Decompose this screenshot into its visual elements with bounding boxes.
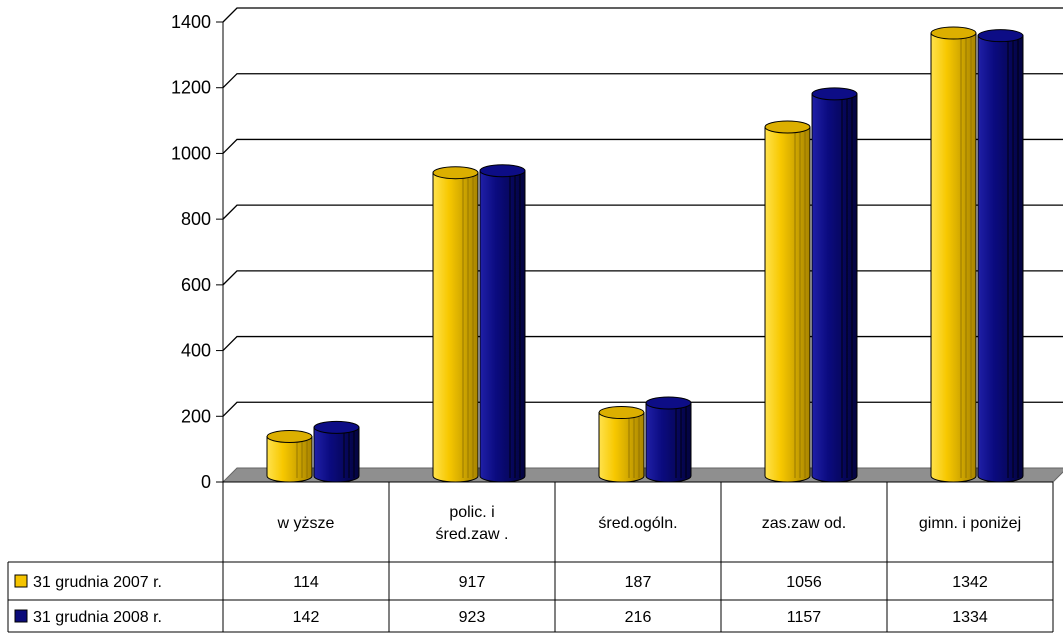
legend-swatch — [14, 609, 28, 623]
bar — [764, 120, 811, 483]
table-cell-value: 142 — [293, 609, 320, 626]
y-tick-label: 1200 — [171, 78, 211, 98]
bar — [811, 87, 858, 483]
x-category-label: zas.zaw od. — [762, 515, 846, 532]
bar — [930, 26, 977, 483]
y-tick-label: 800 — [181, 209, 211, 229]
x-category-label: polic. i — [449, 504, 494, 521]
bar — [479, 164, 526, 483]
y-tick-label: 1400 — [171, 12, 211, 32]
table-cell-value: 216 — [625, 609, 652, 626]
legend-label: 31 grudnia 2008 r. — [33, 609, 162, 626]
table-cell-value: 1056 — [786, 574, 822, 591]
y-tick-label: 600 — [181, 275, 211, 295]
x-category-label: w yższe — [277, 515, 335, 532]
table-cell-value: 923 — [459, 609, 486, 626]
bars — [266, 26, 1024, 483]
table-cell-value: 1334 — [952, 609, 988, 626]
legend-swatch — [14, 574, 28, 588]
y-tick-label: 200 — [181, 406, 211, 426]
axes: 0 200 400 600 800 1000 1200 1400 — [171, 12, 224, 492]
bar — [266, 430, 313, 483]
x-category-label: śred.ogóln. — [598, 515, 677, 532]
bar — [432, 166, 479, 483]
bar — [645, 396, 692, 483]
table-cell-value: 1342 — [952, 574, 988, 591]
gridline — [222, 73, 1063, 89]
y-tick-label: 1000 — [171, 143, 211, 163]
table-cell-value: 114 — [293, 574, 319, 591]
gridline — [222, 7, 1063, 23]
y-tick-label: 0 — [201, 472, 211, 492]
y-tick-label: 400 — [181, 341, 211, 361]
table-cell-value: 1157 — [787, 609, 822, 626]
x-category-label: gimn. i poniżej — [919, 515, 1021, 532]
bar — [598, 406, 645, 483]
x-category-label: śred.zaw . — [436, 526, 509, 543]
table-cell-value: 187 — [625, 574, 652, 591]
bar — [313, 420, 360, 483]
table-cell-value: 917 — [459, 574, 486, 591]
legend-label: 31 grudnia 2007 r. — [33, 574, 162, 591]
data-table: w yższe polic. i śred.zaw . śred.ogóln. zas.… — [7, 481, 1054, 633]
bar — [977, 29, 1024, 483]
